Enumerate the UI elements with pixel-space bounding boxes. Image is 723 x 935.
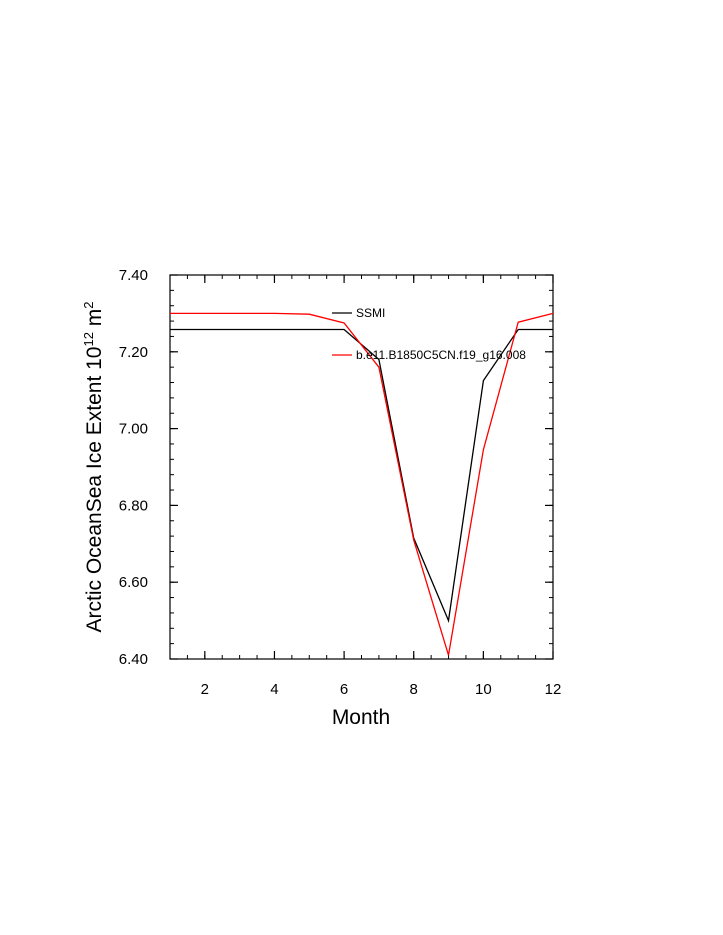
x-tick-label: 8 (410, 681, 418, 698)
y-tick-label: 6.40 (119, 651, 148, 668)
y-axis-title-text: Arctic OceanSea Ice Extent 10 (83, 347, 106, 633)
x-axis-title: Month (332, 706, 390, 729)
y-tick-label: 7.20 (119, 344, 148, 361)
major-ticks (170, 274, 554, 660)
series-line-ssmi (170, 328, 553, 624)
y-axis-title-unit: m (83, 309, 106, 332)
legend-label: SSMI (356, 306, 385, 320)
y-tick-labels: 6.40 6.60 6.80 7.00 7.20 7.40 (119, 267, 148, 668)
x-tick-labels: 2 4 6 8 10 12 (201, 681, 562, 698)
series-lines (170, 312, 554, 656)
minor-ticks (169, 274, 554, 660)
y-tick-label: 6.60 (119, 574, 148, 591)
y-axis-title-unit-exponent: 2 (81, 301, 96, 308)
y-tick-label: 6.80 (119, 497, 148, 514)
x-tick-label: 2 (201, 681, 209, 698)
x-tick-label: 10 (475, 681, 492, 698)
x-tick-label: 4 (270, 681, 278, 698)
plot-border (169, 274, 554, 660)
x-tick-label: 6 (340, 681, 348, 698)
y-tick-label: 7.40 (119, 267, 148, 284)
legend-label: b.e11.B1850C5CN.f19_g16.008 (356, 348, 526, 362)
y-tick-label: 7.00 (119, 421, 148, 438)
y-axis-title: Arctic OceanSea Ice Extent 1012 m2 (81, 301, 106, 632)
legend: SSMI b.e11.B1850C5CN.f19_g16.008 (332, 306, 526, 362)
y-axis-title-exponent: 12 (81, 332, 96, 346)
series-line-model (170, 312, 554, 656)
x-tick-label: 12 (545, 681, 562, 698)
plot-area (169, 274, 554, 660)
